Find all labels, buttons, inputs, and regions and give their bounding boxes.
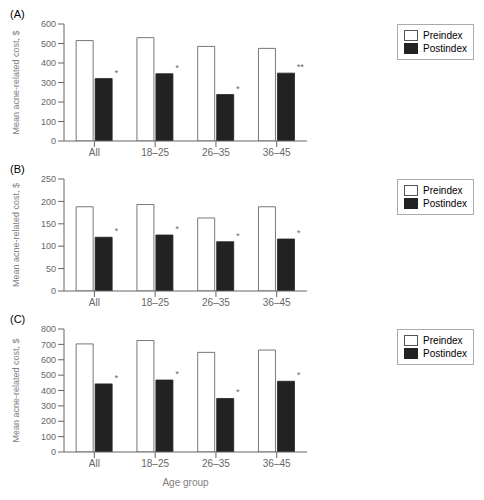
html-text:Preindex: Preindex [423, 335, 463, 346]
svg-text:All: All [89, 458, 100, 469]
html-text:Postindex: Postindex [423, 43, 467, 54]
svg-text:*: * [236, 231, 240, 241]
html-text:(A): (A) [10, 8, 25, 20]
svg-text:Mean acne-related cost, $: Mean acne-related cost, $ [11, 183, 21, 287]
svg-text:300: 300 [41, 78, 56, 88]
svg-text:36–45: 36–45 [263, 147, 291, 158]
html-text:Postindex: Postindex [423, 198, 467, 209]
svg-text:26–35: 26–35 [202, 147, 230, 158]
svg-text:600: 600 [41, 19, 56, 29]
svg-text:200: 200 [41, 97, 56, 107]
svg-text:500: 500 [41, 370, 56, 380]
svg-text:All: All [89, 147, 100, 158]
svg-text:600: 600 [41, 355, 56, 365]
svg-text:Age group: Age group [162, 477, 209, 488]
svg-text:800: 800 [41, 324, 56, 334]
svg-text:*: * [236, 387, 240, 397]
svg-text:18–25: 18–25 [141, 147, 169, 158]
svg-text:*: * [114, 68, 118, 78]
svg-text:*: * [175, 224, 179, 234]
svg-text:18–25: 18–25 [141, 297, 169, 308]
svg-text:50: 50 [46, 264, 56, 274]
svg-text:0: 0 [51, 136, 56, 146]
svg-text:*: * [114, 373, 118, 383]
svg-text:200: 200 [41, 197, 56, 207]
svg-text:36–45: 36–45 [263, 458, 291, 469]
svg-text:400: 400 [41, 386, 56, 396]
svg-text:100: 100 [41, 432, 56, 442]
svg-text:0: 0 [51, 447, 56, 457]
svg-text:All: All [89, 297, 100, 308]
svg-text:36–45: 36–45 [263, 297, 291, 308]
html-text:Postindex: Postindex [423, 348, 467, 359]
html-text:Preindex: Preindex [423, 185, 463, 196]
svg-text:Mean acne-related cost, $: Mean acne-related cost, $ [11, 30, 21, 134]
html-text:Preindex: Preindex [423, 30, 463, 41]
svg-text:0: 0 [51, 286, 56, 296]
svg-text:200: 200 [41, 416, 56, 426]
svg-text:*: * [175, 63, 179, 73]
html-text:(B): (B) [10, 163, 25, 175]
svg-text:*: * [296, 370, 300, 380]
svg-text:*: * [114, 226, 118, 236]
svg-text:250: 250 [41, 174, 56, 184]
svg-text:*: * [175, 369, 179, 379]
svg-text:26–35: 26–35 [202, 297, 230, 308]
svg-text:Mean acne-related cost, $: Mean acne-related cost, $ [11, 338, 21, 442]
html-text:(C): (C) [10, 313, 26, 325]
svg-text:700: 700 [41, 340, 56, 350]
svg-text:100: 100 [41, 117, 56, 127]
svg-text:26–35: 26–35 [202, 458, 230, 469]
svg-text:*: * [236, 84, 240, 94]
svg-text:400: 400 [41, 58, 56, 68]
svg-text:18–25: 18–25 [141, 458, 169, 469]
svg-text:300: 300 [41, 401, 56, 411]
svg-text:*: * [296, 228, 300, 238]
svg-text:**: ** [296, 62, 304, 72]
svg-text:100: 100 [41, 241, 56, 251]
svg-text:150: 150 [41, 219, 56, 229]
svg-text:500: 500 [41, 39, 56, 49]
